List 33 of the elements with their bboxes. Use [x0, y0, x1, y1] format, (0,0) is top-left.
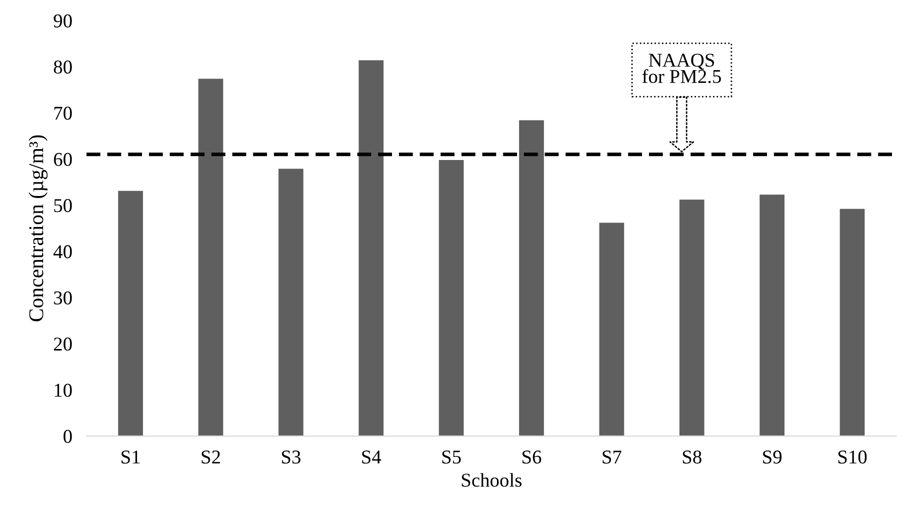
y-tick-label: 20: [54, 338, 72, 351]
bar: [519, 120, 544, 436]
x-tick-label: S8: [682, 450, 702, 464]
bar: [358, 60, 384, 436]
y-tick-label: 50: [54, 199, 72, 212]
y-tick-label: 40: [53, 245, 72, 258]
y-tick-label: 60: [54, 152, 72, 166]
annotation: NAAQS for PM2.5: [642, 54, 721, 84]
y-axis-title: Concentration (µg/m³): [28, 135, 48, 322]
x-tick-label: S2: [202, 450, 220, 464]
y-tick-label: 70: [54, 106, 72, 120]
x-tick-label: S7: [602, 450, 622, 464]
bar: [278, 168, 304, 436]
x-tick-label: S4: [362, 450, 382, 464]
x-tick-label: S6: [522, 450, 542, 464]
y-tick-label: 30: [54, 291, 72, 304]
bar: [840, 208, 865, 436]
x-tick-label: S5: [442, 450, 461, 464]
x-tick-label: S1: [122, 450, 140, 464]
bar: [760, 194, 784, 436]
x-tick-label: S9: [763, 450, 782, 464]
bar: [198, 78, 224, 436]
x-tick-label: S10: [838, 450, 867, 464]
y-tick-label: 80: [54, 60, 72, 74]
y-tick-label: 90: [54, 14, 72, 28]
bar: [118, 190, 143, 436]
bar: [679, 200, 704, 436]
bar: [438, 160, 464, 436]
y-tick-label: 0: [64, 430, 72, 443]
y-tick-label: 10: [54, 384, 72, 397]
bar: [599, 222, 624, 436]
x-axis-title: Schools: [462, 473, 522, 487]
x-tick-label: S3: [282, 450, 300, 464]
